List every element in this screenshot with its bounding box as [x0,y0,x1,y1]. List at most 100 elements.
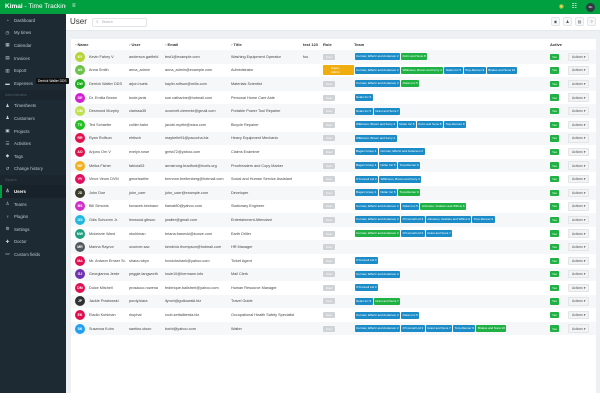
team-badge[interactable]: Cormier, Effertz and Anderson 2 [354,53,401,61]
user-name[interactable]: Georgianna Jerde [89,272,120,277]
team-badge[interactable]: Cormier, Effertz and Anderson 2 [354,311,401,319]
actions-dropdown-button[interactable]: Actions ▾ [568,120,590,129]
team-badge[interactable]: O'Connell Ltd 3 [354,257,379,265]
sidebar-item-teams[interactable]: ♙ Teams [0,198,66,211]
actions-dropdown-button[interactable]: Actions ▾ [568,66,590,75]
sidebar-item-doctor[interactable]: ✚ Doctor [0,236,66,249]
actions-dropdown-button[interactable]: Actions ▾ [568,106,590,116]
sidebar-item-users[interactable]: ♙ Users [0,185,66,198]
team-badge[interactable]: Torp-Renner 9 [453,325,476,333]
sidebar-item-dashboard[interactable]: ◔ Dashboard [0,14,66,27]
team-badge[interactable]: Grant and Sons 7 [373,107,401,115]
user-name[interactable]: Jackie Powlowski [89,299,119,304]
team-badge[interactable]: Torp-Renner 9 [472,216,495,224]
sidebar-item-plugins[interactable]: ♆ Plugins [0,210,66,223]
team-badge[interactable]: Torp-Renner 9 [463,66,486,74]
team-badge[interactable]: Nolan Inc 5 [354,297,373,305]
team-badge[interactable]: O'Connell Ltd 3 [354,175,379,183]
column-header-email[interactable]: ▫ Email [165,42,179,47]
user-name[interactable]: Mr. Antwon Ernser Sr. [89,258,126,263]
actions-dropdown-button[interactable]: Actions ▾ [568,256,590,265]
user-name[interactable]: Desmond Murphy [89,109,119,114]
team-badge[interactable]: Brakus and Sons 10 [476,325,507,333]
actions-dropdown-button[interactable]: Actions ▾ [568,79,590,89]
team-badge[interactable]: Nolan Inc 5 [401,311,420,319]
actions-dropdown-button[interactable]: Actions ▾ [568,242,590,252]
sidebar-item-timesheets[interactable]: ♟ Timesheets [0,100,66,113]
brand-logo[interactable]: Kimai - Time Tracking [0,0,69,14]
team-badge[interactable]: O'Connell Ltd 3 [401,325,425,333]
actions-dropdown-button[interactable]: Actions ▾ [568,161,590,170]
column-header-team[interactable]: Team [354,42,365,47]
column-header-role[interactable]: Role [323,42,332,47]
sidebar-item-export[interactable]: ▥ Export [0,64,66,77]
team-badge[interactable]: O'Connell Ltd 3 [401,216,425,224]
team-badge[interactable]: Johnston, Graham and Willms 6 [425,216,472,224]
hamburger-menu-icon[interactable]: ≡ [72,3,76,9]
user-name[interactable]: Derrick Walter DDS [89,81,122,86]
user-name[interactable]: Ryan Rolfson [89,136,112,141]
user-name[interactable]: Odis Schumm Jr. [89,217,118,222]
team-badge[interactable]: Torp-Renner 9 [443,121,467,129]
team-badge[interactable]: Torp-Renner 9 [398,189,421,197]
user-name[interactable]: Kevin Fahey V [89,54,114,59]
sidebar-item-custom-fields[interactable]: ▭ Custom fields [0,248,66,261]
team-badge[interactable]: Cormier, Effertz and Anderson 2 [354,80,401,88]
team-badge[interactable]: Brakus and Sons 10 [486,66,517,74]
user-name[interactable]: Ted Schaefer [89,122,112,127]
actions-dropdown-button[interactable]: Actions ▾ [568,174,590,184]
column-header-test[interactable]: test 123 [303,42,318,47]
team-badge[interactable]: Wilkinson, Brown and Ferry 4 [379,175,422,183]
actions-dropdown-button[interactable]: Actions ▾ [568,93,590,102]
team-badge[interactable]: Nolan Inc 5 [397,121,416,129]
sidebar-item-calendar[interactable]: ▦ Calendar [0,39,66,52]
sidebar-item-change-history[interactable]: ↺ Change history [0,163,66,176]
column-header-user[interactable]: ▫ User [129,42,141,47]
team-badge[interactable]: Bogan Group 1 [354,148,378,156]
team-badge[interactable]: Cormier, Effertz and Anderson 2 [354,66,401,74]
team-badge[interactable]: Nolan Inc 5 [378,189,398,197]
actions-dropdown-button[interactable]: Actions ▾ [568,188,590,197]
team-badge[interactable]: Torp-Renner 9 [398,162,421,170]
user-name[interactable]: John Doe [89,190,106,195]
create-user-button[interactable]: ♟ [563,17,572,26]
user-name[interactable]: Bill Simonis [89,204,109,209]
team-badge[interactable]: Cormier, Effertz and Anderson 2 [354,230,401,238]
team-badge[interactable]: Nolan Inc 5 [444,66,463,74]
column-header-title[interactable]: ▫ Title [231,42,242,47]
team-badge[interactable]: Cormier, Effertz and Anderson 2 [354,270,401,278]
help-button[interactable]: ? [587,17,596,26]
team-badge[interactable]: Cormier, Effertz and Anderson 2 [354,202,401,210]
user-name[interactable]: Dr. Emilia Brown [89,95,118,100]
sidebar-item-customers[interactable]: ♟ Customers [0,112,66,125]
team-badge[interactable]: Nolan Inc 5 [378,162,398,170]
team-badge[interactable]: Nolan Inc 5 [401,202,420,210]
team-badge[interactable]: Johnston, Graham and Willms 6 [420,202,467,210]
user-name[interactable]: Dulce Mitchell [89,285,113,290]
sidebar-item-settings[interactable]: ⚙ Settings [0,223,66,236]
stopwatch-icon[interactable]: ◉ [558,4,564,10]
team-badge[interactable]: Nolan Inc 5 [354,94,373,102]
user-name[interactable]: Eladio Kuhlman [89,313,116,318]
actions-dropdown-button[interactable]: Actions ▾ [568,147,590,157]
team-badge[interactable]: Grant and Sons 7 [373,297,401,305]
team-badge[interactable]: Grant and Sons 7 [425,230,453,238]
column-header-name[interactable]: ▫ Name [75,42,89,47]
export-button[interactable]: ▤ [575,17,584,26]
user-name[interactable]: Arjuno Orn V [89,149,111,154]
actions-dropdown-button[interactable]: Actions ▾ [568,215,590,225]
user-avatar[interactable]: SK [586,2,595,12]
user-name[interactable]: Vince Veum DVM [89,177,119,182]
actions-dropdown-button[interactable]: Actions ▾ [568,324,590,333]
sidebar-item-invoices[interactable]: ▤ Invoices [0,52,66,65]
team-badge[interactable]: Cormier, Effertz and Anderson 2 [378,148,425,156]
team-badge[interactable]: Nolan Inc 5 [401,80,420,88]
user-name[interactable]: Anna Smith [89,68,109,73]
column-header-active[interactable]: Active [550,42,563,47]
team-badge[interactable]: Wilkinson, Brown and Ferry 4 [354,134,397,142]
user-name[interactable]: Mckenzie Ward [89,231,116,236]
team-badge[interactable]: Wilkinson, Brown and Ferry 4 [354,121,397,129]
sidebar-item-my-times[interactable]: ◷ My times [0,27,66,40]
team-badge[interactable]: Bogan Group 1 [354,189,378,197]
sidebar-item-tags[interactable]: ◆ Tags [0,150,66,163]
